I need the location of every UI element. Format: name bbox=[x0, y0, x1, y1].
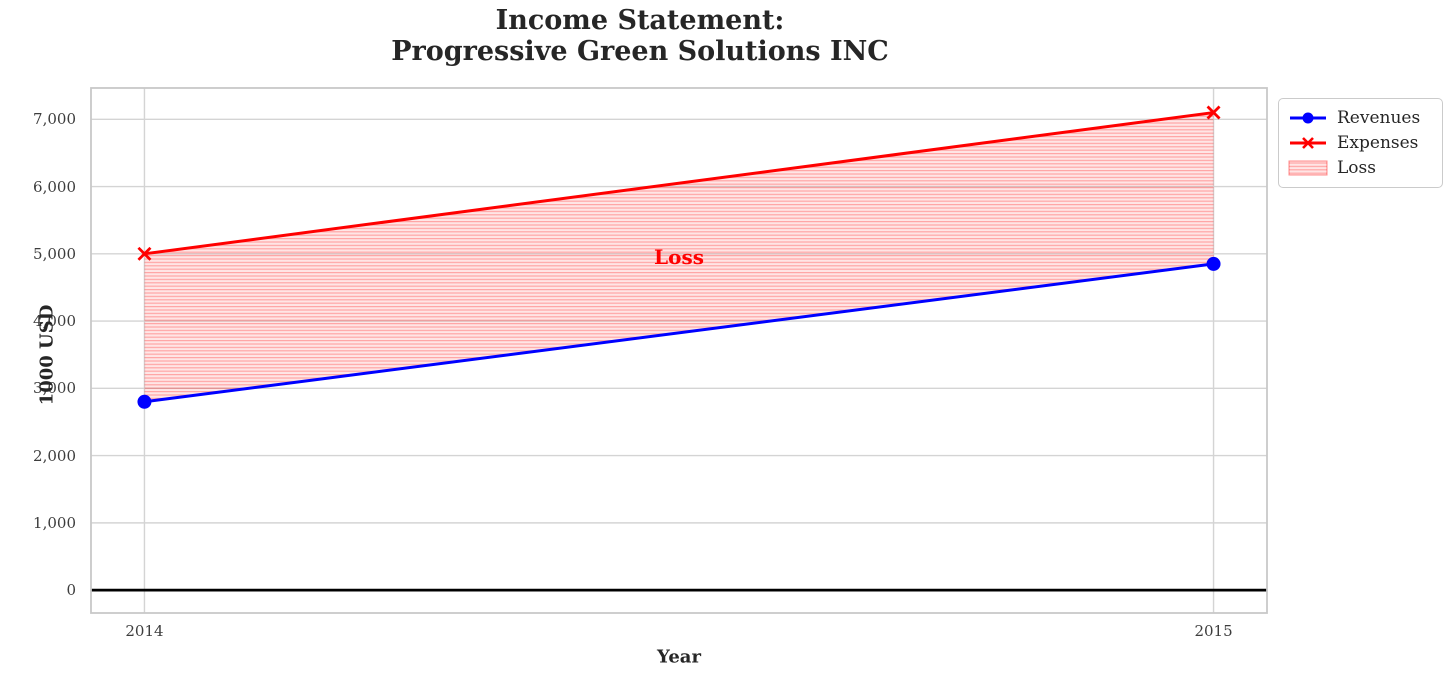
y-tick-label: 1,000 bbox=[33, 513, 76, 532]
loss-region bbox=[144, 112, 1214, 402]
y-tick-label: 4,000 bbox=[33, 312, 76, 331]
y-tick-label: 2,000 bbox=[33, 446, 76, 465]
expenses-line bbox=[142, 111, 1216, 256]
legend-item-expenses: Expenses bbox=[1288, 130, 1433, 155]
legend: Revenues Expenses Loss bbox=[1278, 98, 1443, 188]
y-tick-label: 0 bbox=[66, 581, 76, 600]
loss-patch-icon bbox=[1288, 160, 1328, 176]
y-axis-title: 1000 USD bbox=[36, 304, 58, 406]
x-tick-label: 2014 bbox=[125, 622, 164, 640]
x-tick-label: 2015 bbox=[1194, 622, 1233, 640]
revenues-line bbox=[142, 262, 1216, 404]
legend-label-revenues: Revenues bbox=[1337, 107, 1421, 128]
revenues-line-icon bbox=[1290, 112, 1326, 124]
loss-annotation: Loss bbox=[654, 245, 704, 270]
legend-label-expenses: Expenses bbox=[1337, 132, 1419, 153]
y-tick-label: 5,000 bbox=[33, 244, 76, 263]
y-tick-label: 7,000 bbox=[33, 110, 76, 129]
x-axis-title: Year bbox=[657, 646, 701, 668]
legend-label-loss: Loss bbox=[1337, 158, 1376, 179]
expenses-line-icon bbox=[1290, 137, 1326, 149]
legend-item-loss: Loss bbox=[1288, 156, 1433, 181]
legend-item-revenues: Revenues bbox=[1288, 105, 1433, 130]
y-tick-label: 6,000 bbox=[33, 177, 76, 196]
chart-title: Income Statement: Progressive Green Solu… bbox=[391, 5, 889, 67]
y-tick-label: 3,000 bbox=[33, 379, 76, 398]
